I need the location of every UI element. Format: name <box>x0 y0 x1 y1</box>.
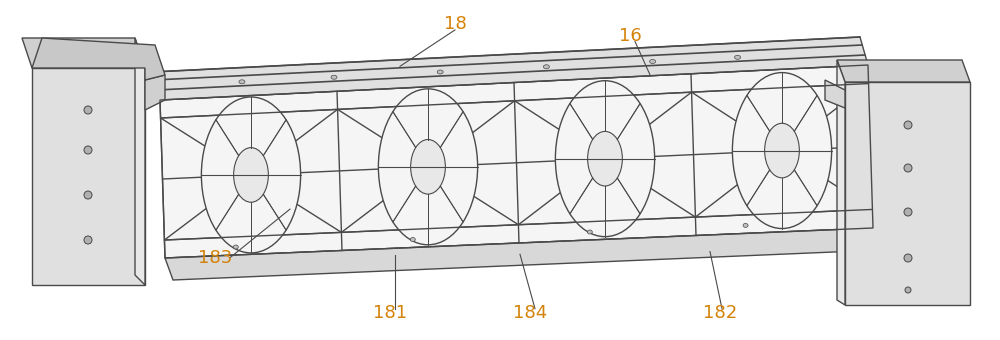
Polygon shape <box>32 68 145 285</box>
Ellipse shape <box>543 65 549 69</box>
Polygon shape <box>160 65 873 258</box>
Ellipse shape <box>437 70 443 74</box>
Polygon shape <box>32 38 165 80</box>
Text: 181: 181 <box>373 304 407 322</box>
Polygon shape <box>22 38 145 68</box>
Text: 183: 183 <box>198 250 232 267</box>
Polygon shape <box>845 82 970 305</box>
Polygon shape <box>152 37 868 100</box>
Text: 18: 18 <box>444 16 466 33</box>
Text: 184: 184 <box>513 304 547 322</box>
Polygon shape <box>837 60 845 305</box>
Ellipse shape <box>331 75 337 79</box>
Ellipse shape <box>587 230 592 234</box>
Ellipse shape <box>84 236 92 244</box>
Ellipse shape <box>410 238 415 241</box>
Ellipse shape <box>84 191 92 199</box>
Text: 16: 16 <box>619 27 641 45</box>
Ellipse shape <box>234 148 268 202</box>
Ellipse shape <box>732 72 832 228</box>
Polygon shape <box>135 38 145 285</box>
Ellipse shape <box>735 55 741 59</box>
Polygon shape <box>825 80 845 108</box>
Ellipse shape <box>904 254 912 262</box>
Ellipse shape <box>378 89 478 245</box>
Ellipse shape <box>904 164 912 172</box>
Ellipse shape <box>650 59 656 64</box>
Ellipse shape <box>233 245 238 249</box>
Ellipse shape <box>555 81 655 237</box>
Ellipse shape <box>905 287 911 293</box>
Ellipse shape <box>411 139 445 194</box>
Ellipse shape <box>201 97 301 253</box>
Ellipse shape <box>239 80 245 84</box>
Ellipse shape <box>904 208 912 216</box>
Ellipse shape <box>765 123 799 178</box>
Ellipse shape <box>904 121 912 129</box>
Ellipse shape <box>84 106 92 114</box>
Ellipse shape <box>588 131 622 186</box>
Polygon shape <box>145 75 165 110</box>
Polygon shape <box>837 60 970 82</box>
Polygon shape <box>165 228 881 280</box>
Ellipse shape <box>743 223 748 227</box>
Ellipse shape <box>84 146 92 154</box>
Text: 182: 182 <box>703 304 737 322</box>
